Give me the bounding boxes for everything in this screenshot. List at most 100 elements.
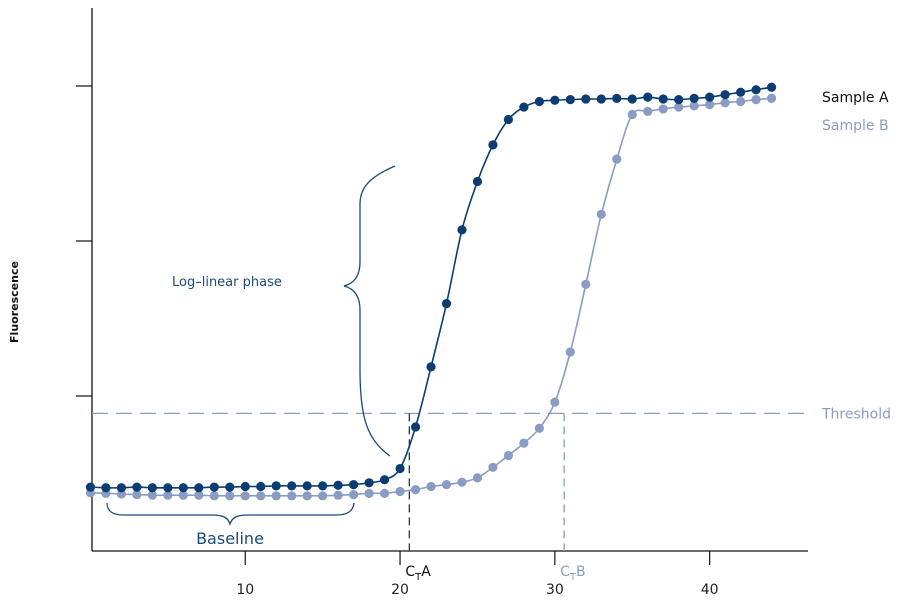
baseline-label: Baseline xyxy=(196,529,264,548)
data-point-b-40 xyxy=(705,100,715,110)
data-point-a-26 xyxy=(488,140,498,150)
annotation-braces xyxy=(106,165,396,527)
data-point-b-29 xyxy=(534,423,544,433)
ct-b-label-subscript: T xyxy=(569,572,577,583)
data-point-a-41 xyxy=(720,90,730,100)
data-point-a-1 xyxy=(101,483,111,493)
x-tick-label-2: 30 xyxy=(546,582,564,598)
data-point-b-4 xyxy=(147,490,157,500)
data-point-b-17 xyxy=(349,489,359,500)
data-point-b-12 xyxy=(271,491,281,501)
data-point-b-34 xyxy=(612,154,622,164)
data-point-b-32 xyxy=(581,279,591,289)
data-point-a-38 xyxy=(674,95,684,105)
data-point-a-35 xyxy=(627,94,637,104)
data-point-b-7 xyxy=(194,490,204,500)
data-point-b-25 xyxy=(472,473,483,483)
data-point-a-40 xyxy=(705,92,715,102)
data-point-a-21 xyxy=(410,422,421,432)
data-point-b-27 xyxy=(503,450,514,461)
x-tick-label-3: 40 xyxy=(701,582,719,598)
ct-a-label-subscript: T xyxy=(414,572,422,583)
data-point-b-41 xyxy=(720,98,730,108)
ct-b-label-letter: C xyxy=(560,564,570,580)
data-point-b-22 xyxy=(426,481,436,492)
data-point-b-44 xyxy=(766,93,777,103)
data-point-b-28 xyxy=(519,438,529,448)
data-point-b-5 xyxy=(163,490,173,500)
axes: 10 20 30 40 Fluorescence xyxy=(8,8,808,598)
data-point-a-9 xyxy=(225,482,235,492)
data-point-b-24 xyxy=(457,477,467,487)
data-point-b-18 xyxy=(364,488,374,498)
data-point-a-2 xyxy=(116,483,127,493)
data-point-a-13 xyxy=(287,481,297,491)
data-point-b-35 xyxy=(627,109,637,120)
data-point-a-17 xyxy=(349,480,359,490)
data-point-a-19 xyxy=(379,475,390,485)
ct-b-label-suffix: B xyxy=(576,564,586,580)
data-point-a-5 xyxy=(163,483,173,493)
data-point-a-6 xyxy=(178,483,188,493)
data-point-a-7 xyxy=(194,483,204,493)
data-point-a-37 xyxy=(658,94,668,104)
legend-entry-sample-b: Sample B xyxy=(822,118,889,134)
log-linear-brace xyxy=(343,165,396,457)
x-tick-label-0: 10 xyxy=(236,582,254,598)
data-point-a-18 xyxy=(364,478,374,488)
data-point-a-36 xyxy=(643,92,653,102)
data-point-a-16 xyxy=(333,480,343,490)
data-point-a-24 xyxy=(457,225,467,235)
data-point-a-43 xyxy=(751,85,761,95)
data-point-b-16 xyxy=(333,490,343,500)
baseline-brace xyxy=(106,502,355,527)
data-point-b-10 xyxy=(240,491,250,501)
data-point-a-0 xyxy=(85,482,96,492)
data-point-a-39 xyxy=(689,93,699,103)
data-point-a-30 xyxy=(550,95,560,105)
data-point-a-11 xyxy=(256,481,266,492)
data-point-a-31 xyxy=(565,95,575,105)
data-point-b-6 xyxy=(178,490,188,500)
series-layer xyxy=(85,82,777,501)
data-point-b-38 xyxy=(674,102,684,112)
ct-b-label: CTB xyxy=(560,564,586,583)
data-point-a-3 xyxy=(132,482,142,492)
x-tick-label-1: 20 xyxy=(391,582,409,598)
data-point-b-20 xyxy=(395,486,405,497)
data-point-a-44 xyxy=(766,82,777,92)
data-point-b-30 xyxy=(550,397,560,407)
data-point-b-9 xyxy=(225,491,235,501)
data-point-b-8 xyxy=(209,491,219,501)
data-point-a-4 xyxy=(147,483,157,493)
data-point-b-31 xyxy=(565,347,575,357)
data-point-b-43 xyxy=(751,95,761,105)
data-point-b-13 xyxy=(287,491,297,501)
log-linear-label: Log–linear phase xyxy=(172,275,282,290)
data-point-b-42 xyxy=(736,96,746,107)
data-point-a-8 xyxy=(209,482,219,492)
data-point-b-33 xyxy=(596,209,606,219)
ct-a-label-letter: C xyxy=(405,564,415,580)
data-point-a-42 xyxy=(736,87,746,97)
legend-entry-sample-a: Sample A xyxy=(822,90,889,106)
data-point-a-22 xyxy=(426,362,436,372)
data-point-a-10 xyxy=(240,481,250,492)
data-point-a-20 xyxy=(395,463,405,474)
data-point-b-23 xyxy=(441,480,452,490)
data-point-a-32 xyxy=(581,94,591,104)
data-point-b-36 xyxy=(643,106,653,117)
series-line-b xyxy=(90,97,772,497)
y-axis-label: Fluorescence xyxy=(8,261,21,343)
data-point-b-11 xyxy=(256,491,266,501)
threshold-label: Threshold xyxy=(821,406,891,422)
data-point-b-26 xyxy=(488,462,498,472)
data-point-a-34 xyxy=(612,93,622,103)
data-point-b-14 xyxy=(302,491,312,501)
data-point-a-27 xyxy=(503,114,514,125)
data-point-a-23 xyxy=(441,299,452,309)
data-point-a-25 xyxy=(472,176,483,187)
reference-lines xyxy=(92,412,808,551)
